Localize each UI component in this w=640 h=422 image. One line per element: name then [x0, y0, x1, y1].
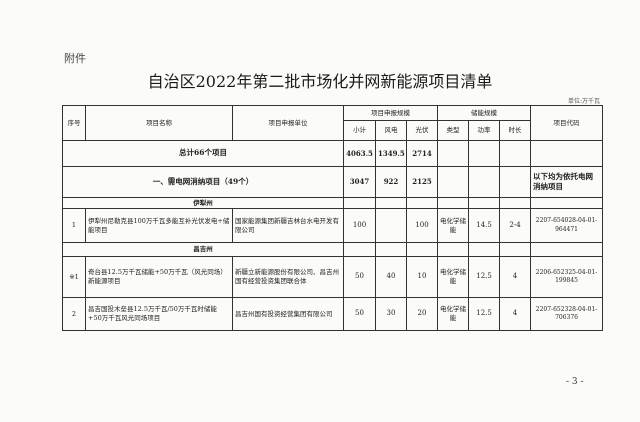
- row-name: 奇台县12.5万千瓦储能+50万千瓦（风光同场）新能源项目: [85, 256, 233, 298]
- table-row: 2 昌吉国投木垒县12.5万千瓦/50万千瓦时储能+50万千瓦风光同场项目 昌吉…: [62, 297, 604, 331]
- row-subtotal: 50: [343, 297, 376, 331]
- row-solar: 20: [405, 297, 439, 331]
- section-wind: 922: [375, 166, 407, 198]
- project-table: 序号 项目名称 项目申报单位 项目申报规模 储能规模 项目代码 小计 风电 光伏…: [62, 105, 604, 331]
- row-unit: 国家能源集团新疆吉林台水电开发有限公司: [232, 208, 344, 243]
- attachment-label: 附件: [64, 52, 86, 65]
- total-wind: 1349.5: [375, 140, 407, 167]
- row-no: ※1: [62, 256, 86, 298]
- table-row: 1 伊犁州尼勒克县100万千瓦多能互补光伏发电+储能项目 国家能源集团新疆吉林台…: [62, 208, 604, 243]
- region-label: 昌吉州: [62, 242, 344, 257]
- header-subtotal: 小计: [343, 120, 376, 141]
- section-solar: 2125: [405, 166, 439, 198]
- header-unit: 项目申报单位: [232, 105, 344, 141]
- page-number: - 3 -: [566, 377, 584, 387]
- header-storage: 储能规模: [437, 105, 532, 121]
- region-row: 昌吉州: [62, 242, 604, 257]
- header-duration: 时长: [499, 120, 532, 141]
- row-wind: 40: [375, 256, 407, 298]
- row-no: 2: [62, 297, 86, 331]
- row-code: 2207-654028-04-01-964471: [530, 208, 604, 243]
- row-code: 2206-652325-04-01-199845: [530, 256, 604, 298]
- row-name: 昌吉国投木垒县12.5万千瓦/50万千瓦时储能+50万千瓦风光同场项目: [85, 297, 233, 331]
- unit-label: 单位:万千瓦: [567, 98, 600, 105]
- row-unit: 昌吉州国有投资经营集团有限公司: [232, 297, 344, 331]
- row-type: 电化学储能: [437, 208, 470, 243]
- section-row: 一、需电网消纳项目（49个） 3047 922 2125 以下均为依托电网消纳项…: [62, 166, 604, 198]
- total-label: 总计66个项目: [62, 140, 344, 167]
- header-wind: 风电: [375, 120, 407, 141]
- row-name: 伊犁州尼勒克县100万千瓦多能互补光伏发电+储能项目: [85, 208, 233, 243]
- row-type: 电化学储能: [437, 256, 470, 298]
- section-label: 一、需电网消纳项目（49个）: [62, 166, 344, 198]
- row-duration: 2-4: [499, 208, 532, 243]
- header-type: 类型: [437, 120, 470, 141]
- row-no: 1: [62, 208, 86, 243]
- header-no: 序号: [62, 105, 86, 141]
- header-solar: 光伏: [405, 120, 439, 141]
- row-duration: 4: [499, 297, 532, 331]
- row-power: 12.5: [468, 297, 501, 331]
- header-name: 项目名称: [85, 105, 233, 141]
- row-power: 12.5: [468, 256, 501, 298]
- row-power: 14.5: [468, 208, 501, 243]
- document-title: 自治区2022年第二批市场化并网新能源项目清单: [147, 72, 493, 91]
- row-type: 电化学储能: [437, 297, 470, 331]
- header-power: 功率: [468, 120, 501, 141]
- row-wind: 30: [375, 297, 407, 331]
- row-subtotal: 100: [343, 208, 376, 243]
- region-label: 伊犁州: [62, 197, 344, 209]
- total-subtotal: 4063.5: [343, 140, 376, 167]
- row-subtotal: 50: [343, 256, 376, 298]
- table-row: ※1 奇台县12.5万千瓦储能+50万千瓦（风光同场）新能源项目 新疆立新能源股…: [62, 256, 604, 298]
- row-solar: 10: [405, 256, 439, 298]
- region-row: 伊犁州: [62, 197, 604, 209]
- row-unit: 新疆立新能源股份有限公司、昌吉州国有经营投资集团联合体: [232, 256, 344, 298]
- total-row: 总计66个项目 4063.5 1349.5 2714: [62, 140, 604, 167]
- row-wind: [375, 208, 407, 243]
- total-solar: 2714: [405, 140, 439, 167]
- row-solar: 100: [405, 208, 439, 243]
- row-code: 2207-652328-04-01-706376: [530, 297, 604, 331]
- header-scale: 项目申报规模: [342, 105, 439, 121]
- row-duration: 4: [499, 256, 532, 298]
- section-subtotal: 3047: [343, 166, 376, 198]
- header-code: 项目代码: [530, 105, 604, 141]
- section-note: 以下均为依托电网消纳项目: [530, 166, 604, 198]
